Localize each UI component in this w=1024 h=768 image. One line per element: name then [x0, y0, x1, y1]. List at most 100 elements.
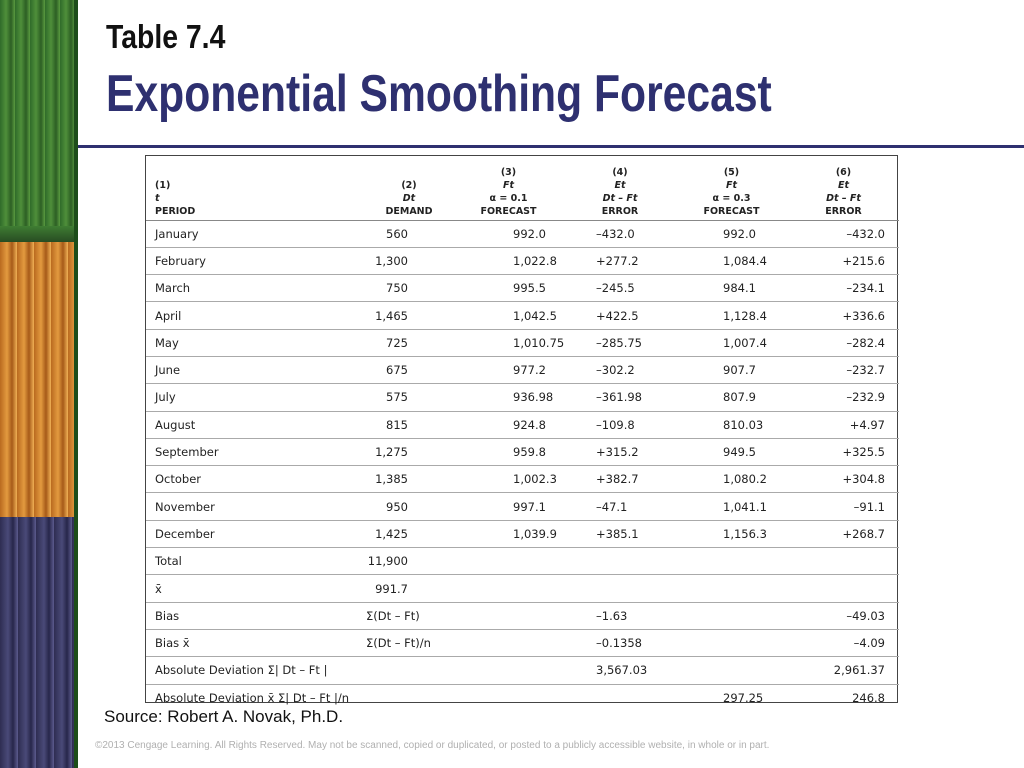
header-period: (1) t PERIOD: [146, 156, 366, 221]
cell-period: June: [146, 356, 366, 385]
cell-error-01: –47.1: [565, 492, 675, 521]
cell-error-01: –432.0: [565, 220, 675, 248]
cell-forecast-01: [452, 629, 565, 658]
cell-error-01: –0.1358: [565, 629, 675, 658]
cell-demand: 750: [366, 274, 452, 303]
title-divider: [78, 145, 1024, 148]
header-error-alpha-01: (4) Et Dt – Ft ERROR: [565, 156, 675, 221]
cell-forecast-01: 995.5: [452, 274, 565, 303]
cell-forecast-03: 807.9: [675, 383, 788, 412]
header-demand: (2) Dt DEMAND: [366, 156, 452, 221]
table-row: x̄ 991.7: [146, 574, 899, 603]
cell-error-01: +315.2: [565, 438, 675, 467]
cell-forecast-01: 992.0: [452, 220, 565, 248]
cell-error-03: –4.09: [788, 629, 899, 658]
cell-period: x̄: [146, 574, 366, 603]
cell-error-01: [565, 547, 675, 576]
cell-forecast-01: [452, 656, 565, 685]
copyright-notice: ©2013 Cengage Learning. All Rights Reser…: [95, 740, 770, 751]
cell-period: February: [146, 247, 366, 276]
table-row: Total 11,900: [146, 547, 899, 576]
table-number: Table 7.4: [106, 18, 226, 55]
green-band: [0, 0, 78, 232]
cell-error-03: [788, 574, 899, 603]
cell-forecast-03: [675, 547, 788, 576]
cell-period: Total: [146, 547, 366, 576]
cell-error-01: –245.5: [565, 274, 675, 303]
cell-error-03: +215.6: [788, 247, 899, 276]
table-row: July 575 936.98 –361.98 807.9 –232.9: [146, 383, 899, 412]
cell-period: January: [146, 220, 366, 248]
cell-error-03: +325.5: [788, 438, 899, 467]
cell-period: September: [146, 438, 366, 467]
cell-forecast-03: 810.03: [675, 411, 788, 439]
cell-demand: 560: [366, 220, 452, 248]
cell-error-03: –234.1: [788, 274, 899, 303]
cell-error-01: +422.5: [565, 301, 675, 330]
table-row: March 750 995.5 –245.5 984.1 –234.1: [146, 274, 899, 303]
cell-demand: [366, 656, 452, 685]
cell-error-01: [565, 684, 675, 711]
cell-demand: 1,385: [366, 465, 452, 494]
cell-demand: 1,300: [366, 247, 452, 276]
cell-period: April: [146, 301, 366, 330]
header-forecast-alpha-03: (5) Ft α = 0.3 FORECAST: [675, 156, 788, 221]
cell-error-03: –91.1: [788, 492, 899, 521]
cell-period: October: [146, 465, 366, 494]
source-note: Source: Robert A. Novak, Ph.D.: [104, 707, 344, 726]
orange-band: [0, 242, 78, 517]
cell-demand: Σ(Dt – Ft): [366, 602, 452, 630]
cell-forecast-01: [452, 602, 565, 630]
cell-demand: 1,465: [366, 301, 452, 330]
table-header-row: (1) t PERIOD (2) Dt DEMAND (3) Ft α = 0.…: [146, 156, 899, 221]
cell-forecast-01: 1,022.8: [452, 247, 565, 276]
cell-forecast-03: 1,128.4: [675, 301, 788, 330]
cell-demand: 1,425: [366, 520, 452, 549]
cell-forecast-03: 907.7: [675, 356, 788, 385]
cell-forecast-01: [452, 684, 565, 711]
cell-forecast-01: 1,042.5: [452, 301, 565, 330]
cell-forecast-01: 936.98: [452, 383, 565, 412]
table-row: June 675 977.2 –302.2 907.7 –232.7: [146, 356, 899, 385]
slide-title: Exponential Smoothing Forecast: [106, 65, 772, 123]
table-row: February 1,300 1,022.8 +277.2 1,084.4 +215.6: [146, 247, 899, 276]
cell-period: November: [146, 492, 366, 521]
cell-forecast-03: 1,084.4: [675, 247, 788, 276]
cell-demand: 575: [366, 383, 452, 412]
cell-forecast-03: 992.0: [675, 220, 788, 248]
header-forecast-alpha-01: (3) Ft α = 0.1 FORECAST: [452, 156, 565, 221]
cell-error-03: +4.97: [788, 411, 899, 439]
cell-demand: [366, 684, 452, 711]
cell-period: March: [146, 274, 366, 303]
cell-error-01: –302.2: [565, 356, 675, 385]
table-row: January 560 992.0 –432.0 992.0 –432.0: [146, 220, 899, 248]
table-row: October 1,385 1,002.3 +382.7 1,080.2 +304.8: [146, 465, 899, 494]
cell-demand: 815: [366, 411, 452, 439]
cell-forecast-03: 984.1: [675, 274, 788, 303]
cell-period: Absolute Deviation Σ| Dt – Ft |: [146, 656, 366, 685]
cell-forecast-01: 924.8: [452, 411, 565, 439]
cell-forecast-03: 1,080.2: [675, 465, 788, 494]
cell-error-01: [565, 574, 675, 603]
table-row: August 815 924.8 –109.8 810.03 +4.97: [146, 411, 899, 439]
cell-error-01: –361.98: [565, 383, 675, 412]
purple-band: [0, 517, 78, 768]
cell-forecast-03: 1,041.1: [675, 492, 788, 521]
cell-period: Bias x̄: [146, 629, 366, 658]
cell-error-03: –49.03: [788, 602, 899, 630]
table-row: Bias x̄ Σ(Dt – Ft)/n –0.1358 –4.09: [146, 629, 899, 658]
cell-forecast-03: 297.25: [723, 690, 764, 705]
table-body: January 560 992.0 –432.0 992.0 –432.0 February…: [146, 220, 899, 711]
cell-error-03: –432.0: [788, 220, 899, 248]
cell-error-01: +277.2: [565, 247, 675, 276]
header-error-alpha-03: (6) Et Dt – Ft ERROR: [788, 156, 899, 221]
cell-demand: 725: [366, 329, 452, 357]
cell-error-03: 246.8: [852, 690, 885, 705]
cell-forecast-03: [675, 574, 788, 603]
cell-period: May: [146, 329, 366, 357]
cell-period: July: [146, 383, 366, 412]
cell-forecast-01: 1,010.75: [452, 329, 565, 357]
cell-error-01: +385.1: [565, 520, 675, 549]
cell-demand: 950: [366, 492, 452, 521]
cell-demand: 991.7: [366, 574, 452, 603]
